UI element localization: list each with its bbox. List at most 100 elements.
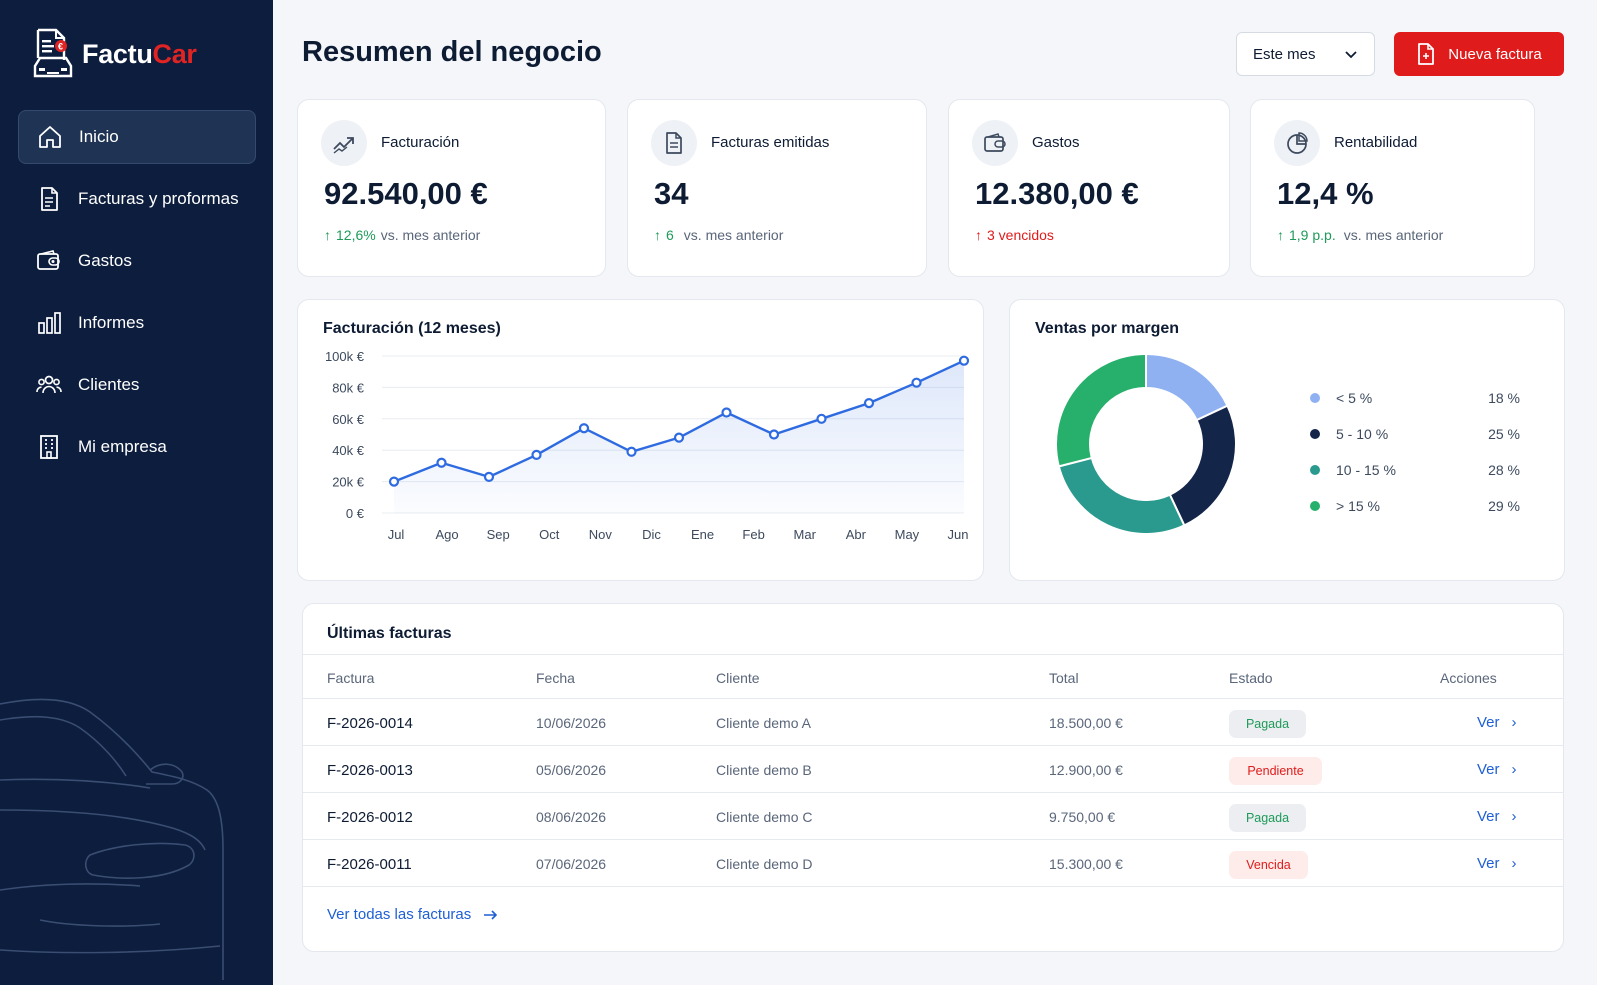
page-title: Resumen del negocio [302,36,602,68]
data-point [436,457,447,468]
column-header-cliente: Cliente [716,670,760,686]
kpi-label: Rentabilidad [1334,134,1418,151]
status-badge: Pagada [1229,710,1306,738]
sidebar-item-gastos[interactable]: Gastos [18,234,256,288]
kpi-delta: 12,6% [336,227,376,243]
kpi-delta-row: ↑ 6 vs. mes anterior [654,227,783,243]
chevron-right-icon: › [1511,761,1517,778]
view-invoice-link[interactable]: Ver › [1477,714,1517,731]
x-tick-label: Nov [589,527,613,542]
revenue-chart-card: Facturación (12 meses) 0 € 20k € 40k € 60k … [297,299,984,581]
kpi-value: 92.540,00 € [324,176,488,211]
legend-value: 29 % [1488,498,1520,514]
sidebar-item-label: Informes [78,313,145,332]
sidebar-item-mi-empresa[interactable]: Mi empresa [18,420,256,474]
chart-title: Facturación (12 meses) [323,320,501,337]
arrow-right-icon [484,909,498,920]
kpi-label: Facturación [381,134,460,151]
chevron-right-icon: › [1511,714,1517,731]
legend-item: 5 - 10 % 25 % [1310,416,1520,452]
invoice-total: 9.750,00 € [1049,809,1116,825]
trend-icon [333,137,354,154]
latest-invoices-card: Últimas facturas Factura Fecha Cliente T… [302,603,1564,952]
kpi-label: Gastos [1032,134,1080,151]
kpi-icon-wrap [1274,120,1320,166]
sidebar-item-label: Gastos [78,251,132,270]
document-icon [666,132,682,154]
area-fill [394,360,964,513]
invoice-total: 18.500,00 € [1049,715,1123,731]
table-divider [303,886,1563,887]
legend-dot [1310,465,1320,475]
kpi-delta: 1,9 p.p. [1289,227,1336,243]
document-plus-icon [1418,43,1435,65]
invoice-total: 15.300,00 € [1049,856,1123,872]
x-tick-label: May [895,527,920,542]
kpi-label: Facturas emitidas [711,134,830,151]
kpi-card-facturacion: Facturación 92.540,00 € ↑ 12,6% vs. mes … [297,99,606,277]
donut-slice [1168,404,1237,527]
view-invoice-link[interactable]: Ver › [1477,808,1517,825]
revenue-line-chart: 0 € 20k € 40k € 60k € 80k € 100k € Jul Ago Sep Oc… [325,349,970,542]
chevron-down-icon [1345,51,1357,59]
legend-value: 28 % [1488,462,1520,478]
y-tick-label: 0 € [346,506,365,521]
arrow-up-icon: ↑ [324,227,331,243]
legend-item: > 15 % 29 % [1310,488,1520,524]
period-select[interactable]: Este mes [1236,32,1375,76]
new-invoice-label: Nueva factura [1448,45,1542,63]
view-invoice-link[interactable]: Ver › [1477,761,1517,778]
y-tick-label: 100k € [325,349,365,364]
sidebar-item-facturas[interactable]: Facturas y proformas [18,172,256,226]
sidebar-item-inicio[interactable]: Inicio [18,110,256,164]
chart-title: Ventas por margen [1035,320,1180,337]
invoice-date: 07/06/2026 [536,856,607,872]
status-badge: Pagada [1229,804,1306,832]
donut-slice [1145,352,1229,422]
kpi-delta-row: ↑ 1,9 p.p. vs. mes anterior [1277,227,1443,243]
y-tick-label: 60k € [332,412,365,427]
legend-label: 5 - 10 % [1336,426,1389,442]
sidebar-item-label: Mi empresa [78,437,167,456]
view-label: Ver [1477,714,1500,731]
y-tick-label: 40k € [332,443,365,458]
main-content: Resumen del negocio Este mes Nueva factu… [273,0,1597,985]
building-icon [40,435,58,459]
home-icon [39,126,61,148]
data-point [388,476,400,487]
invoice-date: 05/06/2026 [536,762,607,778]
svg-text:€: € [58,42,63,52]
column-header-fecha: Fecha [536,670,575,686]
arrow-up-icon: ↑ [654,227,661,243]
kpi-delta-row: ↑ 12,6% vs. mes anterior [324,227,480,243]
kpi-icon-wrap [321,120,367,166]
x-tick-label: Jul [388,527,405,542]
chevron-right-icon: › [1511,855,1517,872]
view-all-label: Ver todas las facturas [327,906,472,923]
kpi-value: 12,4 % [1277,176,1374,211]
y-tick-label: 80k € [332,380,365,395]
kpi-value: 12.380,00 € [975,176,1139,211]
legend-dot [1310,501,1320,511]
status-badge: Vencida [1229,851,1308,879]
sidebar-item-label: Clientes [78,375,140,394]
car-outline-illustration [0,698,224,980]
legend-item: 10 - 15 % 28 % [1310,452,1520,488]
chevron-right-icon: › [1511,808,1517,825]
kpi-delta: 6 [666,227,674,243]
column-header-total: Total [1049,670,1079,686]
view-all-invoices-link[interactable]: Ver todas las facturas [327,906,499,923]
data-point [483,471,495,482]
invoice-client: Cliente demo C [716,809,813,825]
sidebar-item-informes[interactable]: Informes [18,296,256,350]
brand-logo[interactable]: € FactuCar [32,28,197,80]
new-invoice-button[interactable]: Nueva factura [1394,32,1564,76]
kpi-note: vs. mes anterior [1343,227,1444,243]
x-tick-label: Ago [436,527,459,542]
view-label: Ver [1477,855,1500,872]
table-row: F-2026-0014 10/06/2026 Cliente demo A 18… [303,698,1563,746]
view-invoice-link[interactable]: Ver › [1477,855,1517,872]
sidebar-item-clientes[interactable]: Clientes [18,358,256,412]
kpi-delta: 3 vencidos [987,227,1054,243]
legend-label: < 5 % [1336,390,1373,406]
